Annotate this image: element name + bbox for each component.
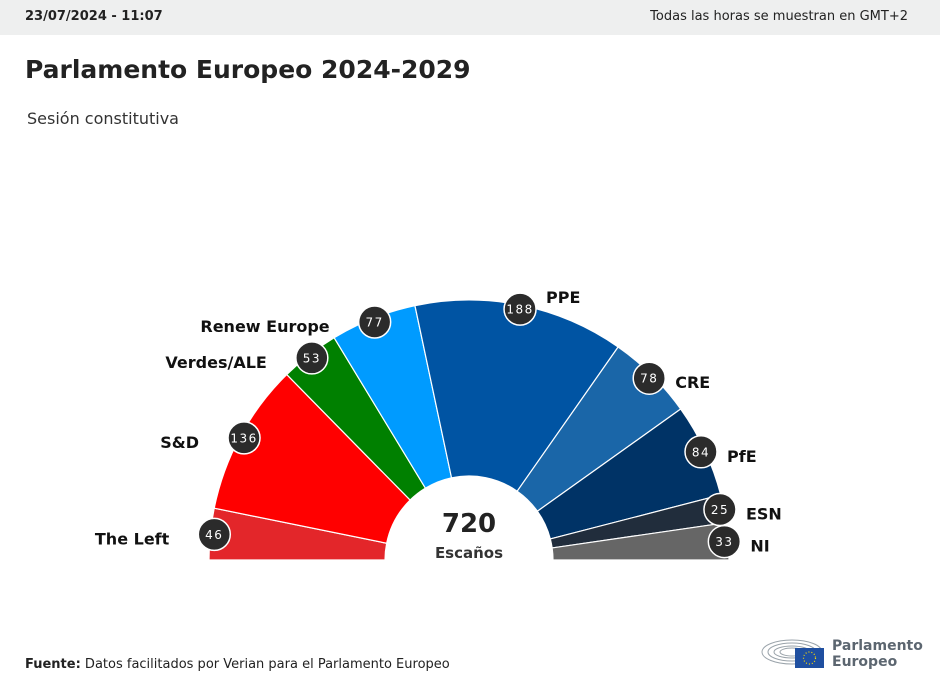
seat-count: 33 bbox=[715, 535, 733, 549]
seat-badge bbox=[227, 421, 261, 455]
slice-4 bbox=[414, 299, 619, 493]
seat-badge bbox=[632, 361, 666, 395]
source-text: Datos facilitados por Verian para el Par… bbox=[80, 657, 450, 672]
party-label: PfE bbox=[727, 447, 757, 466]
party-label: NI bbox=[750, 537, 769, 556]
seat-badge bbox=[707, 524, 742, 559]
seat-count: 84 bbox=[692, 445, 710, 459]
seat-count: 188 bbox=[506, 303, 533, 317]
seat-count: 136 bbox=[230, 431, 257, 445]
seat-badge bbox=[684, 435, 718, 469]
seat-badge bbox=[503, 292, 537, 326]
party-label: CRE bbox=[675, 373, 710, 392]
total-seats: 720 bbox=[442, 509, 496, 539]
party-label: The Left bbox=[95, 529, 170, 548]
logo-line2: Europeo bbox=[832, 654, 898, 670]
page-title: Parlamento Europeo 2024-2029 bbox=[25, 55, 471, 84]
seat-count: 46 bbox=[205, 528, 223, 542]
logo-line1: Parlamento bbox=[832, 638, 923, 654]
party-label: S&D bbox=[160, 433, 199, 452]
party-label: PPE bbox=[546, 288, 580, 307]
subtitle: Sesión constitutiva bbox=[27, 109, 179, 128]
seat-badge bbox=[295, 341, 329, 375]
seat-count: 78 bbox=[640, 372, 658, 386]
seat-badge bbox=[357, 305, 392, 339]
source-note: Fuente: Datos facilitados por Verian par… bbox=[25, 657, 450, 672]
hemicycle-eu-flag-icon bbox=[761, 639, 824, 668]
party-label: Renew Europe bbox=[200, 317, 329, 336]
party-label: Verdes/ALE bbox=[165, 353, 266, 372]
party-label: ESN bbox=[746, 505, 782, 524]
parliament-logo: Parlamento Europeo bbox=[760, 632, 923, 672]
timezone-note: Todas las horas se muestran en GMT+2 bbox=[650, 9, 908, 24]
source-label: Fuente: bbox=[25, 657, 81, 672]
slice-1 bbox=[213, 373, 411, 544]
seat-count: 77 bbox=[366, 316, 384, 330]
top-bar: 23/07/2024 - 11:07 Todas las horas se mu… bbox=[0, 0, 940, 35]
center-label: Escaños bbox=[435, 544, 503, 562]
seat-count: 53 bbox=[303, 351, 321, 365]
datetime: 23/07/2024 - 11:07 bbox=[25, 9, 163, 24]
seat-badge bbox=[197, 517, 232, 552]
seat-count: 25 bbox=[711, 503, 729, 517]
